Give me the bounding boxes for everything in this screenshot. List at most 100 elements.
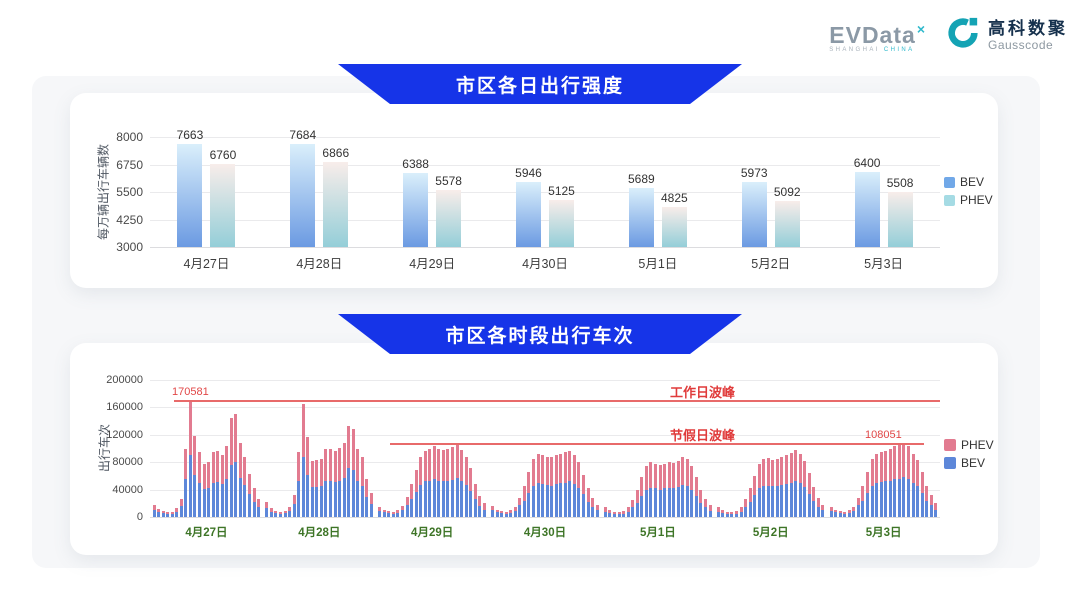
stacked-bar[interactable]: [414, 470, 418, 517]
stacked-bar[interactable]: [631, 499, 635, 517]
stacked-bar[interactable]: [306, 436, 310, 517]
stacked-bar[interactable]: [509, 510, 513, 517]
stacked-bar[interactable]: [716, 507, 720, 517]
stacked-bar[interactable]: [582, 474, 586, 517]
stacked-bar[interactable]: [852, 506, 856, 517]
stacked-bar[interactable]: [225, 446, 229, 517]
stacked-bar[interactable]: [446, 448, 450, 517]
stacked-bar[interactable]: [391, 511, 395, 517]
stacked-bar[interactable]: [663, 463, 667, 517]
stacked-bar[interactable]: [559, 453, 563, 517]
stacked-bar[interactable]: [157, 508, 161, 517]
stacked-bar[interactable]: [766, 458, 770, 517]
stacked-bar[interactable]: [234, 414, 238, 517]
stacked-bar[interactable]: [798, 453, 802, 517]
bev-bar[interactable]: 6388: [402, 157, 429, 247]
legend-item-bev[interactable]: BEV: [944, 175, 993, 189]
stacked-bar[interactable]: [550, 457, 554, 517]
stacked-bar[interactable]: [617, 512, 621, 517]
stacked-bar[interactable]: [608, 510, 612, 517]
stacked-bar[interactable]: [803, 460, 807, 517]
stacked-bar[interactable]: [460, 449, 464, 517]
stacked-bar[interactable]: [888, 448, 892, 517]
stacked-bar[interactable]: [685, 458, 689, 517]
stacked-bar[interactable]: [243, 456, 247, 517]
stacked-bar[interactable]: [690, 465, 694, 517]
stacked-bar[interactable]: [315, 460, 319, 517]
stacked-bar[interactable]: [893, 446, 897, 517]
stacked-bar[interactable]: [730, 512, 734, 517]
stacked-bar[interactable]: [161, 510, 165, 517]
stacked-bar[interactable]: [179, 498, 183, 517]
stacked-bar[interactable]: [428, 448, 432, 517]
stacked-bar[interactable]: [748, 488, 752, 517]
phev-bar[interactable]: 6866: [322, 146, 349, 247]
stacked-bar[interactable]: [482, 503, 486, 517]
stacked-bar[interactable]: [338, 447, 342, 517]
stacked-bar[interactable]: [513, 506, 517, 517]
stacked-bar[interactable]: [635, 489, 639, 517]
stacked-bar[interactable]: [536, 453, 540, 517]
stacked-bar[interactable]: [279, 511, 282, 517]
stacked-bar[interactable]: [916, 459, 920, 517]
stacked-bar[interactable]: [197, 451, 201, 517]
stacked-bar[interactable]: [450, 447, 454, 517]
stacked-bar[interactable]: [920, 472, 924, 517]
stacked-bar[interactable]: [866, 472, 870, 517]
stacked-bar[interactable]: [563, 451, 567, 517]
stacked-bar[interactable]: [175, 508, 179, 517]
stacked-bar[interactable]: [166, 512, 170, 517]
stacked-bar[interactable]: [934, 503, 938, 517]
stacked-bar[interactable]: [297, 451, 301, 517]
stacked-bar[interactable]: [775, 458, 779, 517]
stacked-bar[interactable]: [667, 462, 671, 517]
stacked-bar[interactable]: [807, 473, 811, 517]
stacked-bar[interactable]: [518, 497, 522, 517]
stacked-bar[interactable]: [324, 449, 328, 517]
stacked-bar[interactable]: [875, 453, 879, 517]
stacked-bar[interactable]: [495, 509, 499, 517]
stacked-bar[interactable]: [491, 506, 495, 517]
stacked-bar[interactable]: [591, 497, 595, 517]
stacked-bar[interactable]: [432, 446, 436, 517]
stacked-bar[interactable]: [310, 460, 314, 517]
legend-item-phev[interactable]: PHEV: [944, 438, 994, 452]
phev-bar[interactable]: 5508: [887, 176, 913, 247]
stacked-bar[interactable]: [586, 488, 590, 517]
stacked-bar[interactable]: [902, 443, 906, 517]
stacked-bar[interactable]: [247, 473, 251, 517]
stacked-bar[interactable]: [734, 510, 738, 517]
phev-bar[interactable]: 5092: [774, 185, 801, 247]
stacked-bar[interactable]: [356, 448, 360, 517]
stacked-bar[interactable]: [653, 463, 657, 517]
stacked-bar[interactable]: [821, 504, 825, 517]
stacked-bar[interactable]: [925, 486, 929, 517]
stacked-bar[interactable]: [329, 448, 333, 517]
stacked-bar[interactable]: [762, 458, 766, 517]
stacked-bar[interactable]: [396, 510, 400, 517]
stacked-bar[interactable]: [545, 456, 549, 517]
stacked-bar[interactable]: [319, 458, 323, 517]
stacked-bar[interactable]: [469, 467, 473, 517]
stacked-bar[interactable]: [257, 498, 261, 517]
stacked-bar[interactable]: [202, 464, 206, 517]
stacked-bar[interactable]: [929, 495, 933, 517]
stacked-bar[interactable]: [622, 510, 626, 517]
stacked-bar[interactable]: [473, 484, 477, 517]
bev-bar[interactable]: 5689: [628, 172, 655, 247]
stacked-bar[interactable]: [785, 455, 788, 517]
stacked-bar[interactable]: [694, 477, 698, 517]
stacked-bar[interactable]: [478, 496, 482, 517]
stacked-bar[interactable]: [577, 462, 581, 517]
stacked-bar[interactable]: [676, 460, 680, 517]
stacked-bar[interactable]: [829, 506, 833, 517]
stacked-bar[interactable]: [554, 455, 558, 517]
stacked-bar[interactable]: [423, 450, 427, 517]
stacked-bar[interactable]: [658, 464, 662, 517]
stacked-bar[interactable]: [400, 506, 404, 517]
stacked-bar[interactable]: [292, 495, 296, 517]
legend-item-phev[interactable]: PHEV: [944, 193, 993, 207]
stacked-bar[interactable]: [378, 506, 382, 517]
stacked-bar[interactable]: [725, 511, 729, 517]
stacked-bar[interactable]: [816, 497, 820, 517]
